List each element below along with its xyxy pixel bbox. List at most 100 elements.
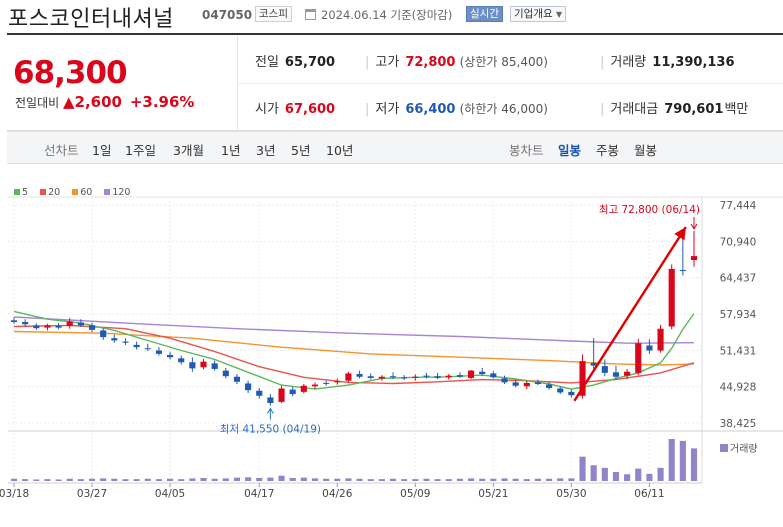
candle-body [222,370,229,377]
price-summary: 68,300 전일대비 ▲2,600 +3.96% 전일 65,700 시가 67,… [7,33,783,131]
candle [490,371,497,379]
candle-body [189,362,196,369]
period-3m[interactable]: 3개월 [173,143,204,158]
candle-body [378,376,385,379]
candle [389,372,397,380]
candle-body [612,372,620,377]
candle-body [155,350,162,354]
volume: | 거래량 11,390,136 [600,55,735,70]
candle-body [278,388,285,402]
volume-bar [557,478,564,481]
candle [624,368,631,380]
trade-amount: | 거래대금 790,601백만 [600,102,749,117]
candle [189,357,196,372]
candle [590,338,597,372]
volume-bar [55,479,62,481]
candle-body [323,382,330,384]
volume-bar [467,478,475,481]
candle-body [356,373,363,377]
candle-body [412,376,419,378]
x-tick-label: 06/11 [634,488,664,500]
candle-body [657,328,664,351]
candle-body [345,373,352,381]
candle-body [546,384,553,388]
prev-close: 전일 65,700 [255,51,335,70]
candle [579,354,586,399]
candle [289,386,296,397]
period-1y[interactable]: 1년 [221,143,241,158]
candle [501,375,508,385]
candle [434,372,441,380]
change-line: 전일대비 ▲2,600 +3.96% [15,93,194,111]
candle-daily[interactable]: 일봉 [558,143,582,158]
candle-body [66,321,73,326]
period-1w[interactable]: 1주일 [125,143,156,158]
candle [356,370,363,379]
candle [668,264,675,330]
open-price: 시가 67,600 [255,98,335,117]
candle-body [33,325,40,329]
volume-bar [646,473,653,481]
period-bar: 선차트 1일 1주일 3개월 1년 3년 5년 10년 봉차트 일봉 주봉 월봉 [7,131,783,164]
candle-body [233,376,241,382]
volume-bar [233,477,241,481]
candle [155,347,162,356]
prev-close-value: 65,700 [284,55,336,70]
volume-bar [77,479,84,481]
high-price: | 고가 72,800 (상한가 85,400) [365,55,548,70]
volume-bar [256,478,263,481]
candle-body [534,382,541,385]
amount-unit: 백만 [724,102,749,117]
lower-limit: (하한가 46,000) [459,102,548,116]
y-tick-label: 77,444 [720,200,757,212]
calendar-icon [305,9,316,20]
volume-bar [579,456,586,481]
period-5y[interactable]: 5년 [291,143,311,158]
volume-bar [111,478,118,481]
candle [334,378,341,385]
volume-bar [100,478,107,481]
volume-bar [490,478,497,481]
candle-body [423,375,430,377]
candle [534,379,541,386]
candle-monthly[interactable]: 월봉 [634,143,658,158]
volume-bar [423,478,430,481]
period-10y[interactable]: 10년 [326,143,354,158]
candle [456,372,463,378]
period-1d[interactable]: 1일 [92,143,112,158]
volume-bar [378,479,385,481]
volume-bar [434,479,441,481]
legend-swatch [14,189,20,195]
realtime-button[interactable]: 실시간 [466,6,503,22]
candle [323,380,330,386]
candle-weekly[interactable]: 주봉 [596,143,620,158]
market-badge: 코스피 [255,6,292,22]
candle [657,324,664,353]
down-arrow-icon [690,223,698,230]
volume-bar [133,479,140,481]
candle-body [178,358,185,363]
change-value: 2,600 [74,93,122,111]
volume-bar [222,478,229,481]
candle [233,373,241,385]
stock-name: 포스코인터내셔널 [8,7,174,32]
candle-body [490,373,497,378]
candle [22,319,29,327]
candle [167,351,174,360]
x-tick-label: 05/30 [556,488,586,500]
y-tick-label: 57,934 [720,309,757,321]
candle [445,373,452,380]
period-3y[interactable]: 3년 [256,143,276,158]
volume-bar [512,478,519,481]
candle-body [111,338,118,341]
candle-body [501,378,508,383]
volume-bar [690,448,698,481]
candle [211,360,218,371]
candle [200,358,207,370]
candle [100,328,107,340]
candle [479,367,486,376]
prev-close-label: 전일 [255,55,279,70]
company-info-button[interactable]: 기업개요 ▼ [510,6,567,22]
volume-value: 11,390,136 [652,55,735,70]
